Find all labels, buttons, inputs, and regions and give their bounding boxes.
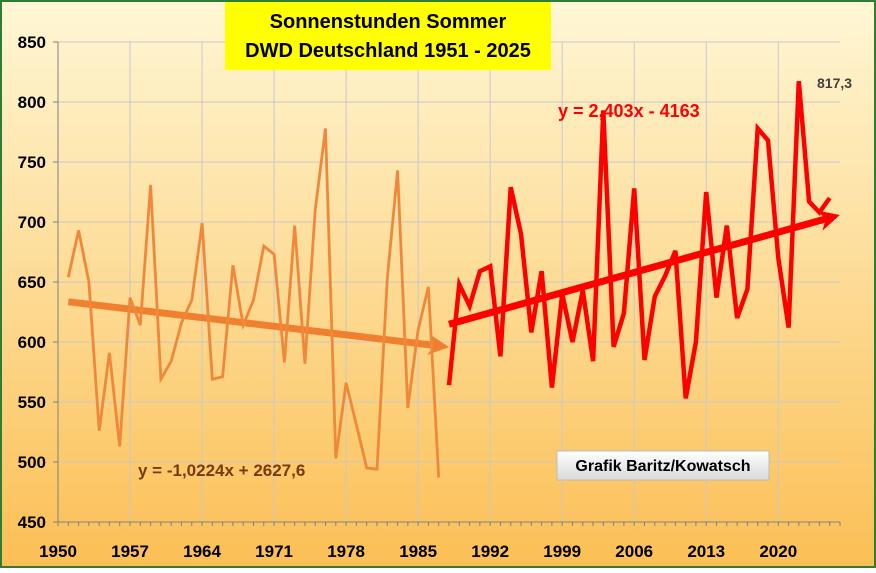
- y-tick-label: 750: [18, 153, 46, 172]
- x-tick-label: 1971: [255, 542, 293, 561]
- y-tick-label: 500: [18, 453, 46, 472]
- y-tick-label: 600: [18, 333, 46, 352]
- axes: 450 500 550 600 650 700 750 800 850 1950 1957 1964 1…: [18, 33, 841, 561]
- y-tick-label: 700: [18, 213, 46, 232]
- x-tick-label: 1992: [471, 542, 509, 561]
- x-tick-label: 1964: [183, 542, 221, 561]
- peak-value-label: 817,3: [817, 75, 852, 91]
- x-tick-label: 1950: [39, 542, 77, 561]
- x-tick-label: 2006: [615, 542, 653, 561]
- y-tick-label: 850: [18, 33, 46, 52]
- series-lines: [66, 81, 832, 478]
- trendline-equation: y = -1,0224x + 2627,6: [138, 461, 305, 480]
- x-tick-label: 2013: [687, 542, 725, 561]
- x-tick-label: 1999: [543, 542, 581, 561]
- x-tick-label: 2020: [759, 542, 797, 561]
- x-tick-label: 1985: [399, 542, 437, 561]
- series-line: [66, 128, 441, 478]
- gridlines: [57, 41, 840, 523]
- title-box: [225, 2, 551, 70]
- credit-badge: [556, 450, 770, 481]
- credit-label: Grafik Baritz/Kowatsch: [575, 458, 750, 475]
- series-line: [446, 81, 832, 399]
- chart-title-line: DWD Deutschland 1951 - 2025: [245, 40, 531, 62]
- y-tick-label: 650: [18, 273, 46, 292]
- y-tick-label: 800: [18, 93, 46, 112]
- x-tick-label: 1978: [327, 542, 365, 561]
- y-tick-label: 450: [18, 513, 46, 532]
- y-tick-label: 550: [18, 393, 46, 412]
- trendline-equation: y = 2,403x - 4163: [558, 101, 700, 121]
- chart-title-line: Sonnenstunden Sommer: [270, 11, 507, 33]
- x-tick-label: 1957: [111, 542, 149, 561]
